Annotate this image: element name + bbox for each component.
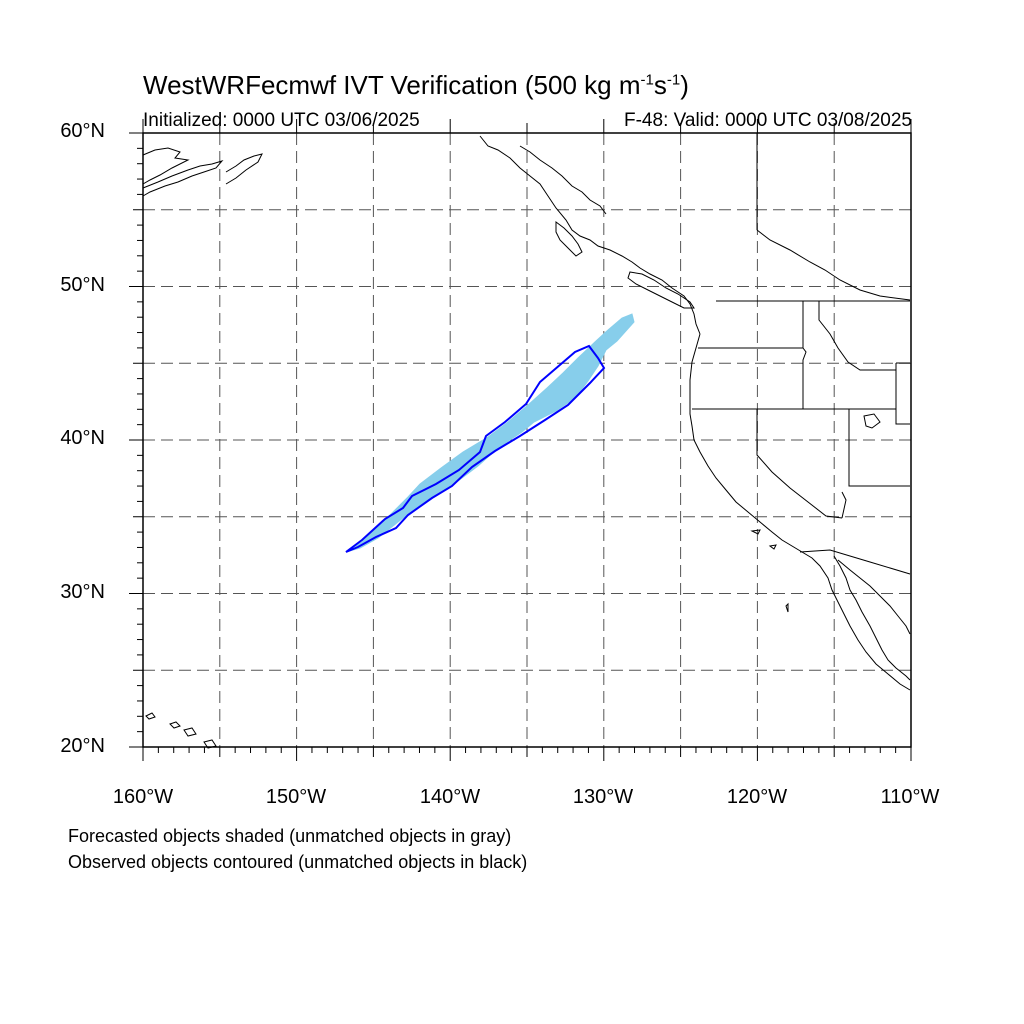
lon-label-110w: 110°W bbox=[880, 786, 940, 808]
lat-label-60n: 60°N bbox=[60, 120, 105, 142]
lon-label-150w: 150°W bbox=[265, 786, 327, 808]
caption-forecast: Forecasted objects shaded (unmatched obj… bbox=[68, 826, 512, 846]
valid-time: F-48: Valid: 0000 UTC 03/08/2025 bbox=[624, 110, 912, 131]
graticule bbox=[143, 133, 911, 747]
map-title: WestWRFecmwf IVT Verification (500 kg m-… bbox=[143, 70, 689, 100]
lat-label-50n: 50°N bbox=[60, 274, 105, 296]
lon-label-130w: 130°W bbox=[572, 786, 634, 808]
initialized-time: Initialized: 0000 UTC 03/06/2025 bbox=[143, 110, 420, 131]
lon-label-160w: 160°W bbox=[112, 786, 174, 808]
coastlines bbox=[142, 135, 911, 749]
observed-object-contour bbox=[345, 344, 606, 553]
lat-label-20n: 20°N bbox=[60, 735, 105, 757]
lon-label-140w: 140°W bbox=[419, 786, 481, 808]
caption-observed: Observed objects contoured (unmatched ob… bbox=[68, 852, 528, 872]
political-boundaries bbox=[692, 133, 911, 575]
axis-ticks bbox=[129, 119, 912, 761]
lat-label-40n: 40°N bbox=[60, 427, 105, 449]
lon-label-120w: 120°W bbox=[726, 786, 788, 808]
lat-label-30n: 30°N bbox=[60, 581, 105, 603]
